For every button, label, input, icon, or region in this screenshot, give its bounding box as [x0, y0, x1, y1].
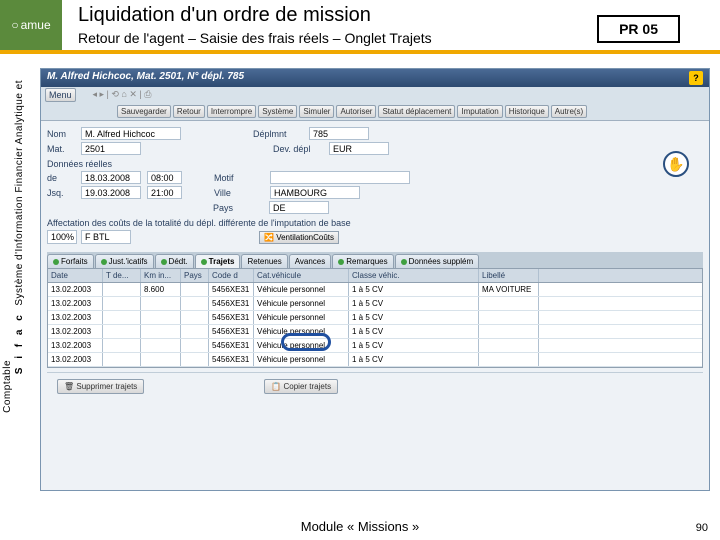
- col-km[interactable]: Km in...: [141, 269, 181, 282]
- tb-simulate[interactable]: Simuler: [299, 105, 334, 118]
- tab-retenues[interactable]: Retenues: [241, 254, 287, 268]
- grid-trajets: Date T de... Km in... Pays Code d Cat.vé…: [47, 268, 703, 368]
- section-donnees: Données réelles: [47, 159, 703, 169]
- col-code[interactable]: Code d: [209, 269, 254, 282]
- field-de-date[interactable]: 18.03.2008: [81, 171, 141, 184]
- col-libelle[interactable]: Libellé: [479, 269, 539, 282]
- btn-ventilation[interactable]: 🔀 VentilationCoûts: [259, 231, 339, 244]
- field-pays[interactable]: DE: [269, 201, 329, 214]
- field-dev: EUR: [329, 142, 389, 155]
- sap-toolbar: Sauvegarder Retour Interrompre Système S…: [41, 103, 709, 121]
- tab-forfaits[interactable]: Forfaits: [47, 254, 94, 268]
- table-row[interactable]: 13.02.20035456XE31Véhicule personnel1 à …: [48, 325, 702, 339]
- page-number: 90: [696, 522, 708, 534]
- tb-system[interactable]: Système: [258, 105, 297, 118]
- tb-hist[interactable]: Historique: [505, 105, 549, 118]
- col-tde[interactable]: T de...: [103, 269, 141, 282]
- left-sidebar: S i f a c Système d'Information Financie…: [0, 60, 28, 490]
- table-row[interactable]: 13.02.20035456XE31Véhicule personnel1 à …: [48, 311, 702, 325]
- col-catveh[interactable]: Cat.véhicule: [254, 269, 349, 282]
- tab-trajets[interactable]: Trajets: [195, 254, 241, 268]
- tb-back[interactable]: Retour: [173, 105, 205, 118]
- tabstrip: Forfaits Just.'icatifs Dédt. Trajets Ret…: [47, 252, 703, 268]
- help-icon[interactable]: ?: [689, 71, 703, 85]
- tb-imput[interactable]: Imputation: [457, 105, 502, 118]
- field-nom: M. Alfred Hichcoc: [81, 127, 181, 140]
- table-row[interactable]: 13.02.20035456XE31Véhicule personnel1 à …: [48, 353, 702, 367]
- comptable-label: Comptable: [2, 360, 13, 413]
- table-row[interactable]: 13.02.20035456XE31Véhicule personnel1 à …: [48, 339, 702, 353]
- field-fbtl[interactable]: F BTL: [81, 230, 131, 244]
- tb-cancel[interactable]: Interrompre: [207, 105, 256, 118]
- tb-authorize[interactable]: Autoriser: [336, 105, 376, 118]
- tb-save[interactable]: Sauvegarder: [117, 105, 171, 118]
- field-mat: 2501: [81, 142, 141, 155]
- sap-titlebar: M. Alfred Hichcoc, Mat. 2501, N° dépl. 7…: [41, 69, 709, 87]
- col-pays[interactable]: Pays: [181, 269, 209, 282]
- tab-avances[interactable]: Avances: [289, 254, 332, 268]
- btn-supprimer-trajets[interactable]: 🗑 Supprimer trajets: [57, 379, 144, 394]
- tab-donnees-suppl[interactable]: Données supplém: [395, 254, 479, 268]
- field-au-heure[interactable]: 21:00: [147, 186, 182, 199]
- pr-code-badge: PR 05: [597, 15, 680, 43]
- table-row[interactable]: 13.02.20035456XE31Véhicule personnel1 à …: [48, 297, 702, 311]
- logo-amue: amue: [0, 0, 62, 50]
- page-title: Liquidation d'un ordre de mission: [78, 4, 371, 27]
- col-date[interactable]: Date: [48, 269, 103, 282]
- menu-button[interactable]: Menu: [45, 88, 76, 102]
- tab-justificatifs[interactable]: Just.'icatifs: [95, 254, 154, 268]
- field-au-date[interactable]: 19.03.2008: [81, 186, 141, 199]
- col-classveh[interactable]: Classe véhic.: [349, 269, 479, 282]
- field-ville[interactable]: HAMBOURG: [270, 186, 360, 199]
- accent-bar: [0, 50, 720, 54]
- section-affectation: Affectation des coûts de la totalité du …: [47, 218, 703, 228]
- form-area: NomM. Alfred HichcocDéplmnt785 Mat.2501D…: [41, 121, 709, 406]
- field-de-heure[interactable]: 08:00: [147, 171, 182, 184]
- footer-module: Module « Missions »: [0, 519, 720, 534]
- field-pct[interactable]: 100%: [47, 230, 77, 244]
- hand-icon[interactable]: ✋: [663, 151, 689, 177]
- tb-other[interactable]: Autre(s): [551, 105, 587, 118]
- sifac-label: S i f a c: [14, 312, 25, 374]
- tb-status[interactable]: Statut déplacement: [378, 105, 455, 118]
- tab-dedt[interactable]: Dédt.: [155, 254, 194, 268]
- field-motif[interactable]: [270, 171, 410, 184]
- sap-menubar: Menu ◂ ▸ | ⟲ ⌂ ✕ | ⎙: [41, 87, 709, 103]
- page-subtitle: Retour de l'agent – Saisie des frais rée…: [78, 30, 432, 46]
- table-row[interactable]: 13.02.20038.6005456XE31Véhicule personne…: [48, 283, 702, 297]
- field-dep: 785: [309, 127, 369, 140]
- sap-window: M. Alfred Hichcoc, Mat. 2501, N° dépl. 7…: [40, 68, 710, 491]
- btn-copier-trajets[interactable]: 📋 Copier trajets: [264, 379, 338, 394]
- tab-remarques[interactable]: Remarques: [332, 254, 393, 268]
